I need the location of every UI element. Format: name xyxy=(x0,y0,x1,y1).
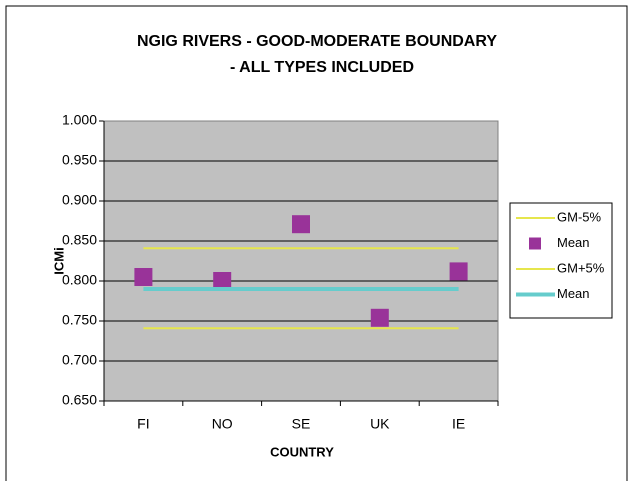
legend-label: Mean xyxy=(557,286,590,301)
legend-box xyxy=(509,202,613,319)
marker xyxy=(370,308,389,327)
y-tick-label: 0.650 xyxy=(62,392,97,408)
chart-title: NGIG RIVERS - GOOD-MODERATE BOUNDARY xyxy=(137,33,497,50)
marker xyxy=(213,272,232,290)
x-tick-label: IE xyxy=(452,416,465,432)
y-tick-label: 0.750 xyxy=(62,312,97,328)
x-tick-label: NO xyxy=(212,416,233,432)
y-tick-label: 0.700 xyxy=(62,352,97,368)
legend-label: GM-5% xyxy=(557,209,602,224)
legend-label: GM+5% xyxy=(557,260,605,275)
y-tick-label: 0.950 xyxy=(62,152,97,168)
x-tick-label: UK xyxy=(370,416,390,432)
y-tick-label: 1.000 xyxy=(62,112,97,128)
y-axis-title: ICMi xyxy=(51,247,66,274)
y-tick-label: 0.800 xyxy=(62,272,97,288)
x-tick-label: FI xyxy=(137,416,149,432)
chart-border xyxy=(5,5,628,481)
x-tick-label: SE xyxy=(292,416,311,432)
marker xyxy=(449,262,468,281)
y-tick-label: 0.850 xyxy=(62,232,97,248)
chart-title: - ALL TYPES INCLUDED xyxy=(230,59,414,76)
marker xyxy=(134,268,153,286)
marker xyxy=(292,215,310,234)
y-tick-label: 0.900 xyxy=(62,192,97,208)
x-axis-title: COUNTRY xyxy=(270,444,334,459)
legend-swatch xyxy=(529,237,541,250)
plot-area xyxy=(104,121,498,401)
legend-label: Mean xyxy=(557,235,590,250)
